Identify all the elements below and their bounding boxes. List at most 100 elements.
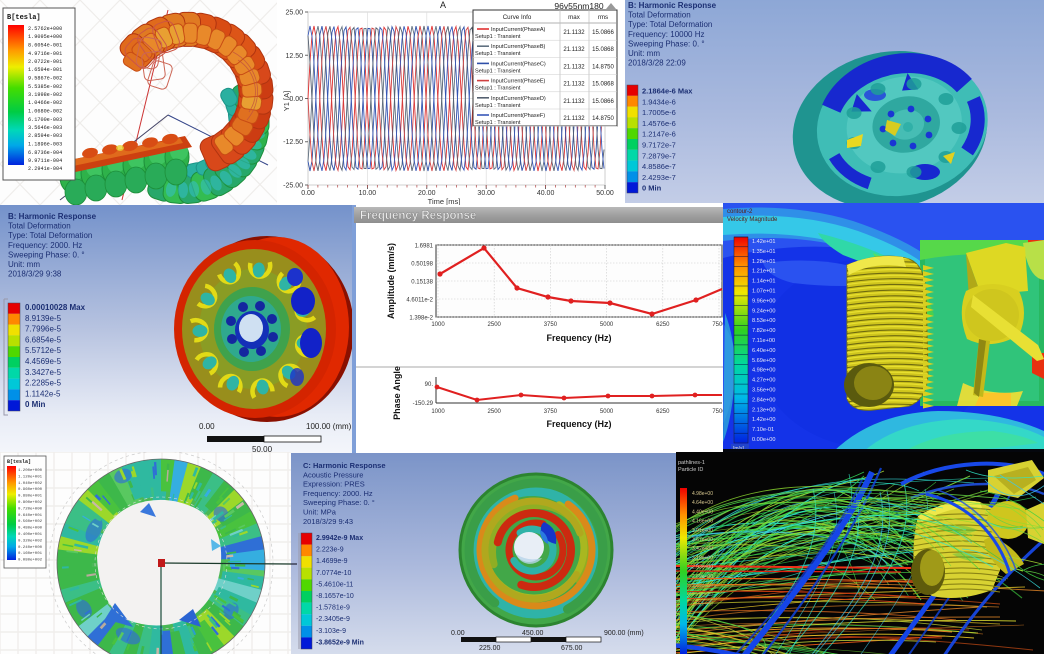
svg-text:Frequency (Hz): Frequency (Hz): [546, 419, 611, 429]
svg-text:21.1132: 21.1132: [563, 82, 585, 88]
svg-text:2.0722e-001: 2.0722e-001: [28, 59, 62, 65]
svg-text:25.00: 25.00: [285, 10, 303, 17]
svg-text:6.8736e-004: 6.8736e-004: [28, 150, 62, 156]
svg-text:-25.00: -25.00: [283, 183, 303, 190]
svg-text:7.7996e-5: 7.7996e-5: [25, 325, 62, 334]
svg-text:Y1 [A]: Y1 [A]: [282, 91, 291, 111]
svg-text:5.5712e-5: 5.5712e-5: [25, 346, 62, 355]
svg-text:Unit: mm: Unit: mm: [8, 260, 40, 269]
svg-text:B: Harmonic Response: B: Harmonic Response: [8, 212, 97, 221]
svg-text:9.96e+00: 9.96e+00: [752, 298, 776, 304]
svg-text:2.2285e-5: 2.2285e-5: [25, 379, 62, 388]
svg-text:100.00 (mm): 100.00 (mm): [306, 422, 352, 431]
svg-text:900.00 (mm): 900.00 (mm): [604, 630, 644, 637]
svg-text:7.10e-01: 7.10e-01: [752, 427, 774, 433]
svg-text:Time [ms]: Time [ms]: [428, 197, 461, 206]
svg-text:0.080e+002: 0.080e+002: [18, 559, 43, 563]
svg-text:rms: rms: [598, 14, 608, 21]
svg-text:1.9095e+000: 1.9095e+000: [28, 34, 62, 40]
svg-text:9.5867e-002: 9.5867e-002: [28, 76, 62, 82]
svg-text:-5.4610e-11: -5.4610e-11: [316, 581, 353, 588]
svg-text:7.0774e-10: 7.0774e-10: [316, 570, 352, 577]
svg-text:7.82e+00: 7.82e+00: [752, 328, 776, 334]
svg-text:12.50: 12.50: [285, 53, 303, 60]
svg-text:225.00: 225.00: [479, 645, 501, 652]
svg-text:0.960e+000: 0.960e+000: [18, 488, 43, 492]
svg-text:21.1132: 21.1132: [563, 47, 585, 53]
svg-text:2500: 2500: [488, 322, 502, 328]
svg-text:-12.50: -12.50: [283, 139, 303, 146]
svg-text:Acoustic Pressure: Acoustic Pressure: [303, 470, 363, 479]
svg-text:0.00: 0.00: [289, 96, 303, 103]
svg-text:3.67e+00: 3.67e+00: [692, 537, 713, 543]
svg-text:1.120e+001: 1.120e+001: [18, 475, 43, 479]
svg-text:1.6981: 1.6981: [415, 244, 434, 250]
svg-text:8.6054e-001: 8.6054e-001: [28, 43, 62, 49]
svg-text:15.0868: 15.0868: [592, 47, 614, 53]
svg-text:0.560e+002: 0.560e+002: [18, 520, 43, 524]
svg-text:15.0868: 15.0868: [592, 82, 614, 88]
svg-text:3.42e+00: 3.42e+00: [692, 546, 713, 552]
svg-text:InputCurrent(PhaseF): InputCurrent(PhaseF): [491, 113, 545, 119]
svg-text:2500: 2500: [488, 409, 502, 415]
svg-text:Unit: mm: Unit: mm: [628, 49, 660, 58]
svg-text:1.4699e-9: 1.4699e-9: [316, 558, 348, 565]
svg-text:8.9139e-5: 8.9139e-5: [25, 314, 62, 323]
svg-text:15.0866: 15.0866: [592, 99, 614, 105]
svg-text:Setup1 : Transient: Setup1 : Transient: [475, 68, 521, 74]
svg-text:6.1700e-003: 6.1700e-003: [28, 117, 62, 123]
svg-text:4.40e+00: 4.40e+00: [692, 509, 713, 515]
svg-text:InputCurrent(PhaseA): InputCurrent(PhaseA): [491, 27, 546, 33]
svg-text:4.27e+00: 4.27e+00: [752, 378, 776, 384]
svg-text:0.720e+000: 0.720e+000: [18, 507, 43, 511]
svg-text:3.18e+00: 3.18e+00: [692, 555, 713, 561]
svg-text:contour-2: contour-2: [727, 209, 753, 215]
svg-text:Frequency (Hz): Frequency (Hz): [546, 333, 611, 343]
svg-text:InputCurrent(PhaseC): InputCurrent(PhaseC): [491, 61, 546, 67]
svg-text:21.1132: 21.1132: [563, 64, 585, 70]
svg-text:Setup1 : Transient: Setup1 : Transient: [475, 103, 521, 109]
svg-text:Frequency: 2000. Hz: Frequency: 2000. Hz: [303, 489, 373, 498]
svg-text:pathlines-1: pathlines-1: [678, 460, 705, 466]
svg-text:4.9716e-001: 4.9716e-001: [28, 51, 62, 57]
svg-text:21.1132: 21.1132: [563, 99, 585, 105]
svg-text:0.00: 0.00: [301, 190, 315, 197]
svg-text:-3.103e-9: -3.103e-9: [316, 628, 346, 635]
svg-text:Phase Angle: Phase Angle: [392, 366, 402, 420]
svg-text:5.5385e-002: 5.5385e-002: [28, 84, 62, 90]
svg-text:7.11e+00: 7.11e+00: [752, 338, 775, 344]
svg-text:Sweeping Phase: 0. °: Sweeping Phase: 0. °: [628, 39, 705, 48]
svg-text:3.91e+00: 3.91e+00: [692, 528, 713, 534]
svg-text:7500: 7500: [712, 409, 723, 415]
svg-text:21.1132: 21.1132: [563, 30, 585, 36]
svg-text:2.1864e-6 Max: 2.1864e-6 Max: [642, 87, 693, 96]
svg-text:3.5646e-003: 3.5646e-003: [28, 125, 62, 131]
svg-text:0.160e+001: 0.160e+001: [18, 552, 43, 556]
svg-text:B[tesla]: B[tesla]: [7, 14, 41, 22]
svg-text:Total Deformation: Total Deformation: [8, 222, 71, 231]
svg-text:2.2941e-004: 2.2941e-004: [28, 166, 62, 172]
svg-text:2.84e+00: 2.84e+00: [752, 397, 776, 403]
svg-text:30.00: 30.00: [477, 190, 495, 197]
svg-text:3.56e+00: 3.56e+00: [752, 388, 776, 394]
svg-text:2.13e+00: 2.13e+00: [752, 407, 776, 413]
svg-text:3.3427e-5: 3.3427e-5: [25, 368, 62, 377]
svg-text:Frequency: 10000 Hz: Frequency: 10000 Hz: [628, 30, 705, 39]
svg-text:Setup1 : Transient: Setup1 : Transient: [475, 120, 521, 126]
svg-text:3750: 3750: [544, 322, 558, 328]
svg-text:4.6011e-2: 4.6011e-2: [406, 298, 433, 304]
svg-text:0.480e+000: 0.480e+000: [18, 527, 43, 531]
svg-text:B: Harmonic Response: B: Harmonic Response: [628, 1, 717, 10]
svg-text:Sweeping Phase: 0. °: Sweeping Phase: 0. °: [8, 250, 85, 259]
svg-text:Setup1 : Transient: Setup1 : Transient: [475, 34, 521, 40]
svg-text:9.24e+00: 9.24e+00: [752, 308, 776, 314]
svg-text:Total Deformation: Total Deformation: [628, 11, 691, 20]
svg-text:6.40e+00: 6.40e+00: [752, 348, 776, 354]
svg-text:0.15138: 0.15138: [411, 280, 433, 286]
svg-text:1000: 1000: [431, 322, 445, 328]
svg-text:0.800e+002: 0.800e+002: [18, 501, 43, 505]
svg-text:21.1132: 21.1132: [563, 116, 585, 122]
svg-text:0 Min: 0 Min: [642, 184, 662, 193]
svg-text:Curve Info: Curve Info: [503, 14, 532, 21]
svg-text:2.9942e-9 Max: 2.9942e-9 Max: [316, 535, 363, 542]
